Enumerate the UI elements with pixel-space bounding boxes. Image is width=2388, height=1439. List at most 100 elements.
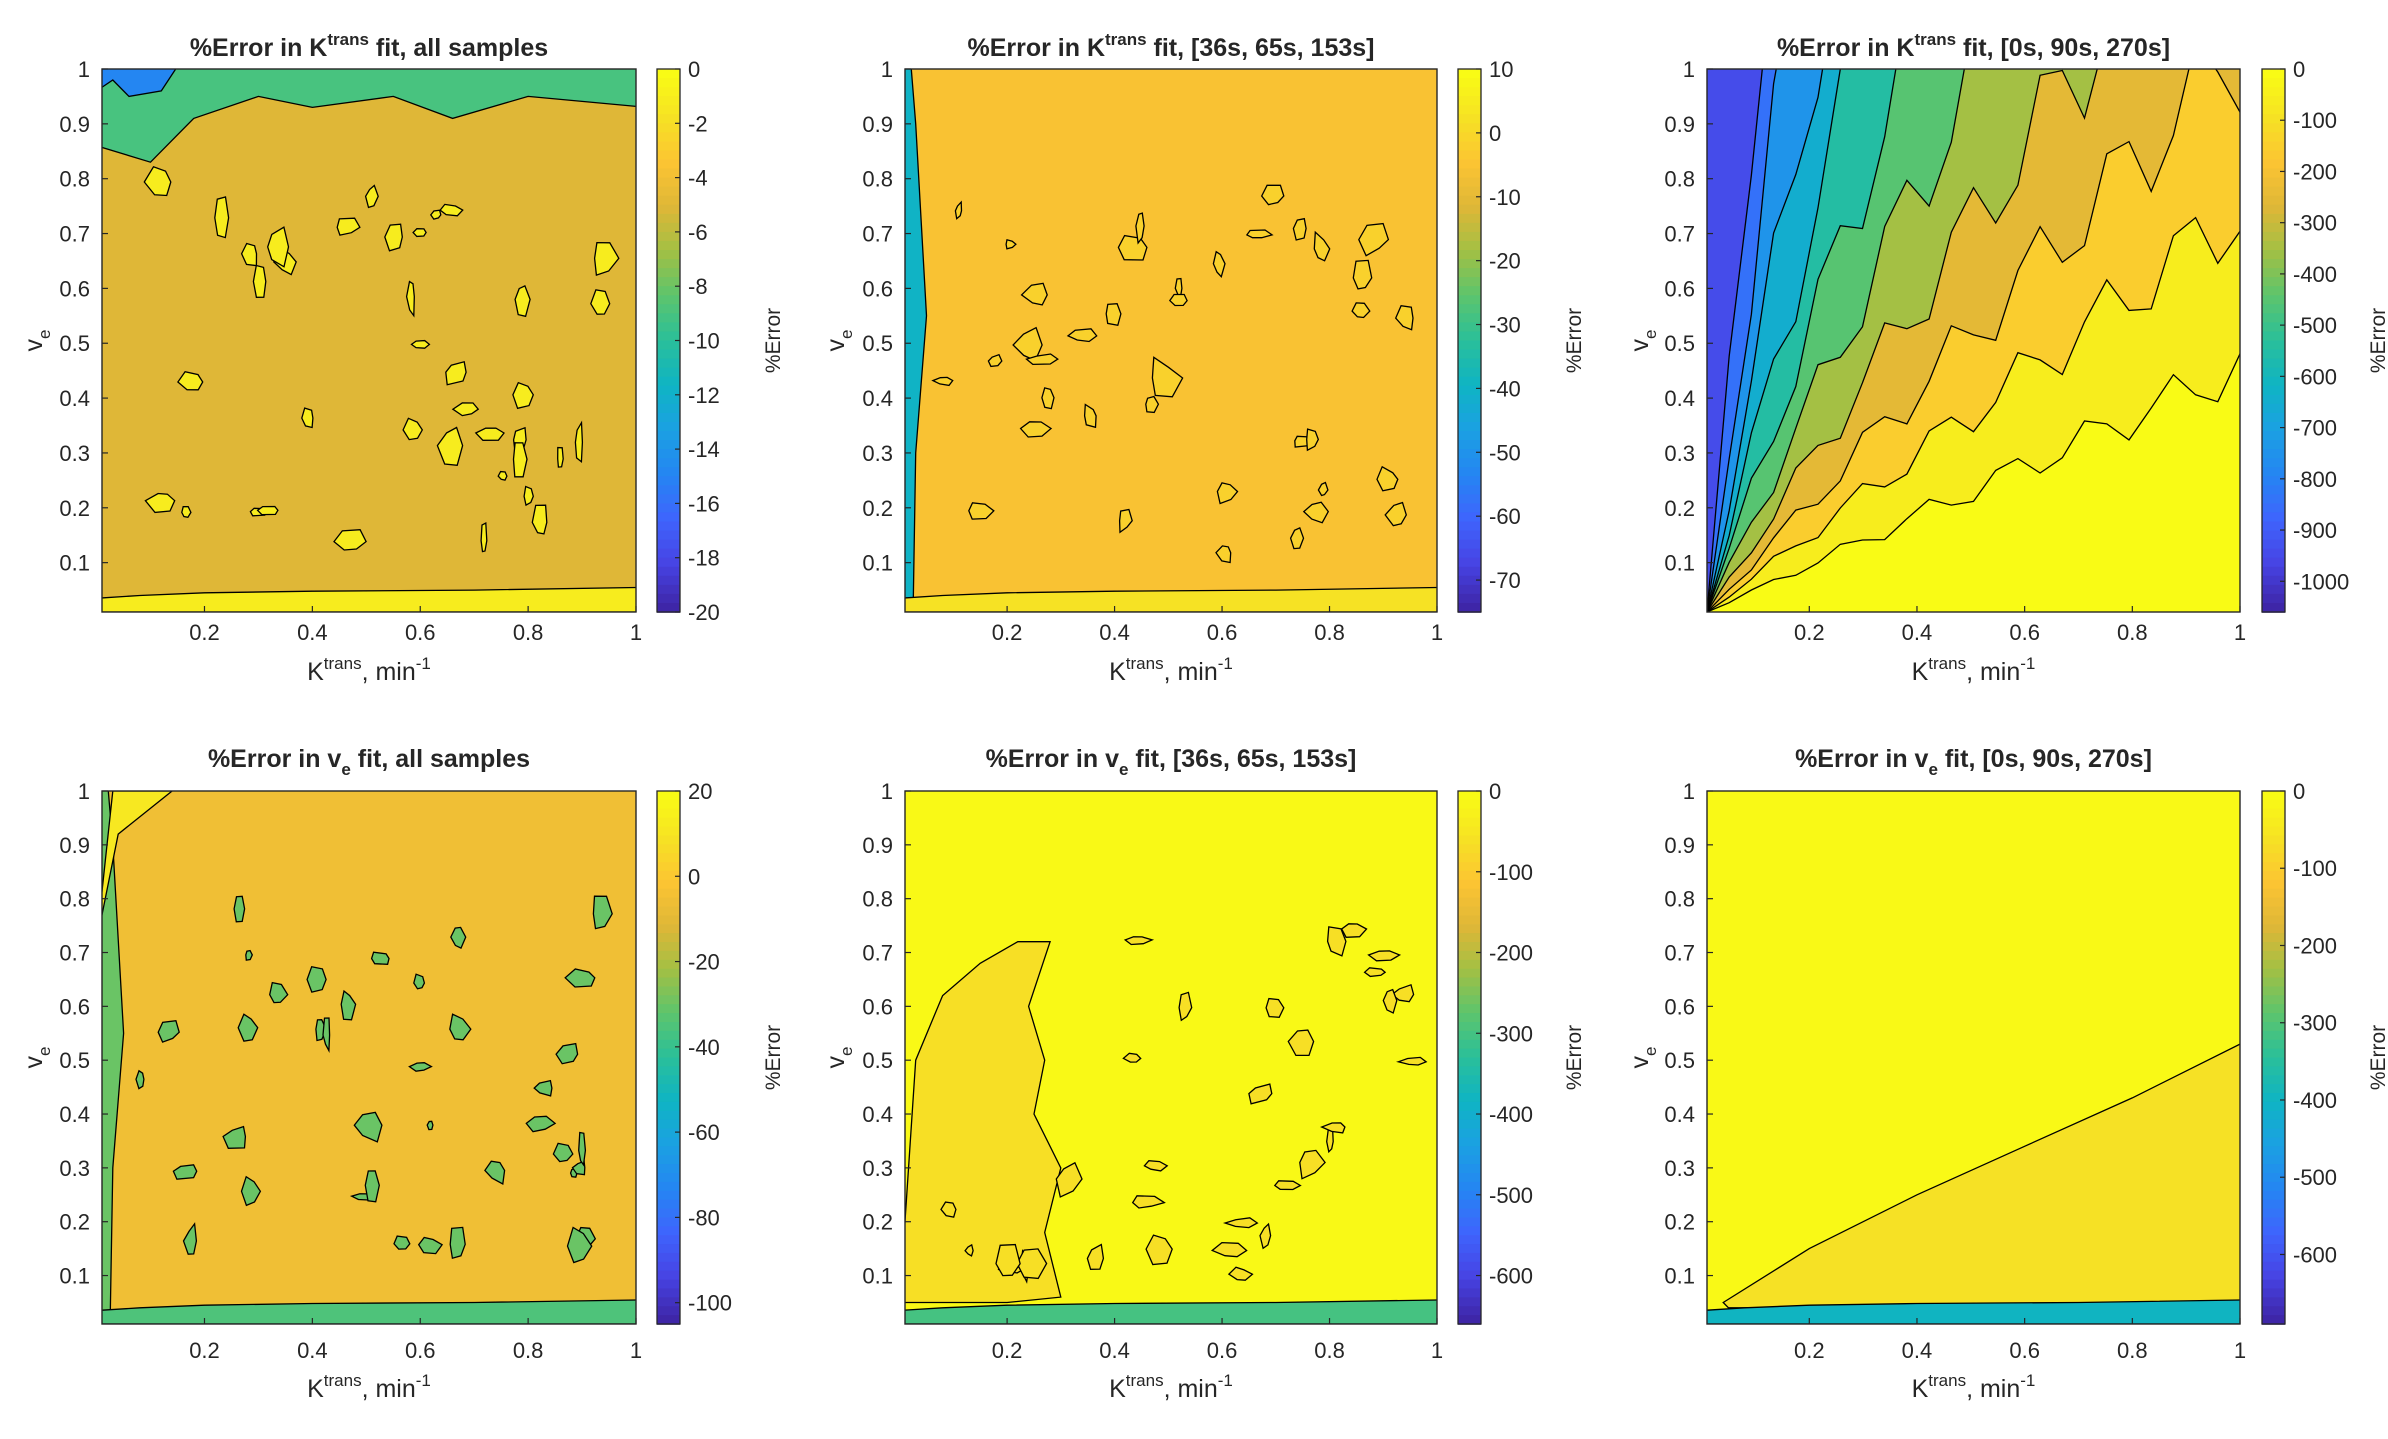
colorbar-tick-label: -2: [688, 111, 708, 136]
contour-island: [402, 417, 424, 441]
colorbar-segment: [657, 78, 680, 88]
colorbar-segment: [1458, 467, 1481, 478]
panel-title-part: trans: [1914, 30, 1956, 49]
y-tick-label: 0.5: [862, 1048, 893, 1073]
y-tick-label: 0.8: [862, 887, 893, 912]
contour-island: [445, 360, 467, 386]
colorbar-segment: [1458, 1057, 1481, 1068]
x-axis-label-part: trans: [1126, 1371, 1164, 1390]
contour-island: [364, 184, 379, 209]
contour-island: [1122, 1052, 1142, 1063]
contour-island: [240, 1175, 262, 1207]
colorbar-segment: [1458, 1270, 1481, 1281]
colorbar-segment: [657, 1084, 680, 1094]
colorbar-tick-label: -600: [2293, 364, 2337, 389]
colorbar-tick-label: -700: [2293, 416, 2337, 441]
plot-area: [905, 791, 1437, 1324]
contour-island: [574, 420, 584, 463]
colorbar-segment: [657, 1252, 680, 1263]
contour-island: [1222, 1217, 1259, 1229]
contour-island: [1151, 356, 1184, 398]
colorbar-tick-label: 0: [2293, 779, 2305, 804]
colorbar-segment: [657, 231, 680, 242]
contour-island: [1215, 545, 1232, 564]
contour-island: [1317, 481, 1329, 497]
colorbar-segment: [2262, 977, 2285, 988]
colorbar-tick-label: -100: [1489, 860, 1533, 885]
colorbar-segment: [657, 986, 680, 997]
colorbar-segment: [2262, 1039, 2285, 1050]
colorbar-segment: [657, 817, 680, 828]
contour-island: [995, 1243, 1021, 1277]
colorbar-tick-label: -20: [688, 950, 720, 975]
colorbar-segment: [657, 879, 680, 890]
contour-island: [514, 285, 531, 318]
panel-title-part: fit, all samples: [351, 745, 530, 773]
x-axis-label-part: -1: [2020, 1371, 2035, 1390]
contour-island: [968, 502, 995, 520]
contour-island: [1135, 212, 1145, 245]
contour-island: [181, 506, 192, 519]
colorbar-segment: [657, 512, 680, 523]
panel-title-part: fit, all samples: [369, 34, 548, 62]
colorbar-segment: [1458, 557, 1481, 568]
colorbar-segment: [2262, 204, 2285, 215]
colorbar-segment: [1458, 240, 1481, 251]
colorbar-segment: [2262, 114, 2285, 125]
colorbar: 0 -100 -200 -300 -400 -500 -600 %Error: [2261, 779, 2388, 1325]
colorbar-segment: [2262, 959, 2285, 970]
plot-area: [905, 69, 1437, 612]
colorbar-segment: [657, 331, 680, 342]
colorbar-segment: [1458, 1030, 1481, 1041]
y-axis-label-part: e: [1641, 330, 1660, 339]
y-tick-label: 1: [78, 779, 90, 804]
contour-island: [417, 1236, 444, 1255]
colorbar-segment: [2262, 1244, 2285, 1254]
contour-region: [905, 1299, 1437, 1324]
colorbar-segment: [1458, 1128, 1481, 1139]
colorbar-segment: [657, 177, 680, 188]
colorbar-segment: [2262, 494, 2285, 505]
colorbar-segment: [657, 476, 680, 487]
colorbar-segment: [657, 1137, 680, 1148]
colorbar-segment: [1458, 421, 1481, 432]
colorbar: 0 -100 -200 -300 -400 -500 -600 %Error: [1457, 779, 1586, 1325]
colorbar-segment: [1458, 808, 1481, 819]
colorbar-segment: [657, 862, 680, 872]
contour-island: [564, 968, 596, 988]
colorbar-tick-label: -40: [688, 1035, 720, 1060]
y-tick-label: 0.7: [862, 941, 893, 966]
colorbar-segment: [657, 286, 680, 297]
contour-island: [480, 521, 488, 553]
colorbar-segment: [657, 412, 680, 423]
colorbar-segment: [657, 69, 680, 79]
colorbar-segment: [2262, 1066, 2285, 1077]
x-axis-label-part: K: [307, 658, 324, 686]
colorbar-segment: [1458, 87, 1481, 97]
colorbar: 0 -100 -200 -300 -400 -500 -600 -700 -800 -900 -10…: [2261, 57, 2388, 613]
x-axis-label-part: trans: [324, 1371, 362, 1390]
colorbar-tick-label: -400: [1489, 1102, 1533, 1127]
colorbar-tick-label: -100: [2293, 108, 2337, 133]
x-axis-label-part: , min: [1164, 1375, 1218, 1403]
colorbar-segment: [657, 539, 680, 550]
contour-island: [940, 1201, 957, 1218]
colorbar-segment: [657, 968, 680, 979]
panel-title: %Error in ve fit, [0s, 90s, 270s]: [1795, 745, 2152, 779]
colorbar-segment: [2262, 69, 2285, 79]
contour-island: [1168, 293, 1188, 307]
colorbar-segment: [2262, 1101, 2285, 1112]
contour-island: [1394, 304, 1414, 331]
colorbar-segment: [2262, 1110, 2285, 1121]
contour-island: [1273, 1180, 1302, 1191]
colorbar-segment: [2262, 458, 2285, 468]
colorbar-segment: [2262, 349, 2285, 360]
y-axis-label-part: v: [1626, 1055, 1654, 1068]
colorbar-tick-label: -70: [1489, 568, 1521, 593]
colorbar-segment: [2262, 530, 2285, 541]
panel-title-part: fit, [36s, 65s, 153s]: [1147, 34, 1375, 62]
contour-island: [1020, 282, 1048, 306]
colorbar-tick-label: 20: [688, 779, 712, 804]
contour-island: [1143, 1160, 1169, 1172]
colorbar-segment: [657, 1297, 680, 1308]
